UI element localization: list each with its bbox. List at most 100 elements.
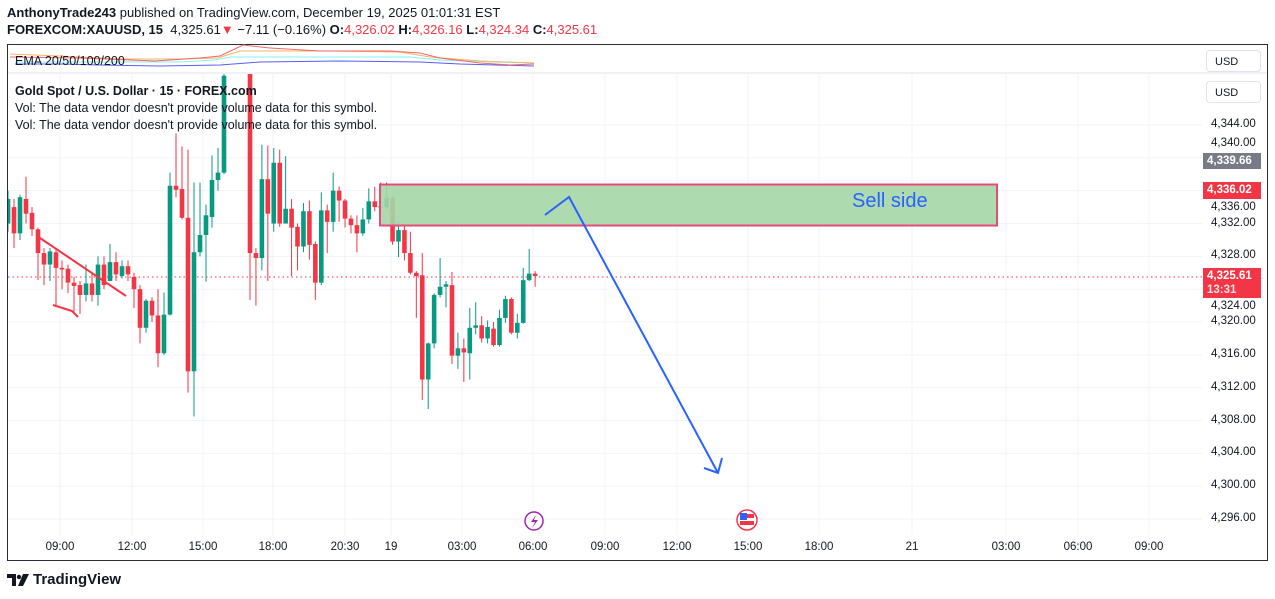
ema-indicator-label[interactable]: EMA 20/50/100/200 bbox=[15, 54, 125, 68]
candle-body bbox=[372, 201, 378, 208]
candle-body bbox=[17, 197, 23, 234]
candle-body bbox=[336, 190, 342, 201]
candle bbox=[253, 248, 259, 306]
candle bbox=[449, 271, 455, 364]
candle-body bbox=[191, 252, 197, 372]
candle-body bbox=[437, 286, 443, 295]
candle bbox=[408, 231, 413, 275]
currency-button-2[interactable]: USD bbox=[1206, 81, 1261, 103]
candle-body bbox=[425, 343, 431, 380]
sell-side-label: Sell side bbox=[852, 190, 928, 212]
high-label: H: bbox=[398, 22, 413, 37]
currency-button[interactable]: USD bbox=[1206, 50, 1261, 72]
price-tick-label: 4,336.00 bbox=[1211, 201, 1256, 213]
candle bbox=[354, 215, 360, 253]
candle bbox=[307, 200, 312, 260]
candle bbox=[372, 186, 378, 212]
candle bbox=[348, 215, 354, 234]
candle bbox=[473, 302, 479, 335]
candle bbox=[95, 256, 101, 306]
candle bbox=[167, 172, 173, 316]
price-tick-label: 4,332.00 bbox=[1211, 216, 1256, 229]
candle bbox=[336, 186, 342, 222]
candle-body bbox=[313, 244, 318, 283]
tradingview-logo[interactable]: TradingView bbox=[7, 571, 121, 588]
candle bbox=[324, 204, 330, 254]
candle-body bbox=[295, 226, 300, 247]
candle-body bbox=[396, 230, 401, 242]
down-triangle-icon: ▼ bbox=[220, 22, 234, 37]
candle-body bbox=[360, 219, 366, 234]
chart-frame bbox=[7, 44, 1268, 561]
candle-body bbox=[497, 317, 502, 346]
time-tick-label: 12:00 bbox=[662, 541, 692, 553]
time-tick-label: 12:00 bbox=[117, 541, 147, 553]
candle bbox=[515, 313, 520, 339]
candle-body bbox=[173, 185, 179, 190]
sell-zone-rectangle bbox=[379, 183, 998, 227]
candle-body bbox=[419, 275, 425, 380]
candle-body bbox=[330, 190, 336, 222]
candle-body bbox=[209, 180, 215, 217]
time-tick-label: 09:00 bbox=[45, 541, 75, 553]
candle-body bbox=[35, 229, 41, 254]
low-value: 4,324.34 bbox=[478, 22, 530, 37]
published-text: published on TradingView.com, December 1… bbox=[119, 5, 501, 20]
lightning-event-icon[interactable] bbox=[524, 511, 544, 531]
candle-body bbox=[101, 264, 107, 286]
candle-body bbox=[324, 210, 330, 222]
candle-body bbox=[414, 272, 419, 277]
candle bbox=[209, 155, 215, 228]
candle bbox=[185, 149, 191, 393]
candle bbox=[277, 149, 282, 227]
open-label: O: bbox=[329, 22, 345, 37]
candle-body bbox=[402, 230, 407, 254]
author-name[interactable]: AnthonyTrade243 bbox=[7, 5, 117, 20]
candle-body bbox=[131, 276, 137, 290]
candle-body bbox=[161, 314, 167, 354]
candle bbox=[41, 248, 47, 286]
candle bbox=[215, 147, 221, 191]
price-tick-label: 4,316.00 bbox=[1211, 347, 1256, 360]
candle-body bbox=[149, 300, 155, 316]
candle bbox=[47, 248, 53, 281]
open-value: 4,326.02 bbox=[344, 22, 395, 37]
candle bbox=[301, 202, 306, 253]
volume-notice-1: Vol: The data vendor doesn't provide vol… bbox=[15, 101, 378, 115]
candle-body bbox=[520, 280, 526, 323]
close-value: 4,325.61 bbox=[546, 22, 598, 37]
candle-body bbox=[283, 208, 288, 224]
candle-body bbox=[95, 264, 101, 295]
ema-200-line bbox=[15, 60, 535, 67]
candle-body bbox=[203, 215, 209, 236]
close-label: C: bbox=[532, 22, 547, 37]
candle-body bbox=[125, 266, 131, 275]
candle-body bbox=[348, 218, 354, 226]
symbol-name: FOREXCOM:XAUUSD, 15 bbox=[7, 22, 164, 37]
candle bbox=[259, 144, 265, 271]
candle-body bbox=[77, 285, 83, 295]
candle bbox=[143, 299, 149, 333]
candle bbox=[443, 280, 449, 308]
candle-body bbox=[179, 189, 185, 218]
price-tick-label: 4,328.00 bbox=[1211, 249, 1256, 262]
candle bbox=[17, 194, 23, 240]
time-tick-label: 18:00 bbox=[804, 541, 834, 553]
candle bbox=[161, 292, 167, 355]
price-tick-label: 4,308.00 bbox=[1211, 413, 1256, 426]
time-tick-label: 18:00 bbox=[258, 541, 288, 553]
price-tick-label: 4,296.00 bbox=[1211, 512, 1256, 525]
candle-body bbox=[354, 225, 360, 234]
candle-body bbox=[11, 207, 17, 234]
candle-body bbox=[29, 212, 35, 230]
candle-body bbox=[526, 273, 532, 281]
candle-body bbox=[221, 75, 227, 173]
candle-body bbox=[41, 253, 47, 265]
us-flag-event-icon[interactable] bbox=[736, 509, 758, 531]
price-tick-label: 4,312.00 bbox=[1211, 380, 1256, 393]
candle bbox=[155, 289, 161, 368]
candle bbox=[437, 258, 443, 298]
candle-body bbox=[509, 299, 514, 333]
time-tick-label: 06:00 bbox=[518, 541, 548, 553]
